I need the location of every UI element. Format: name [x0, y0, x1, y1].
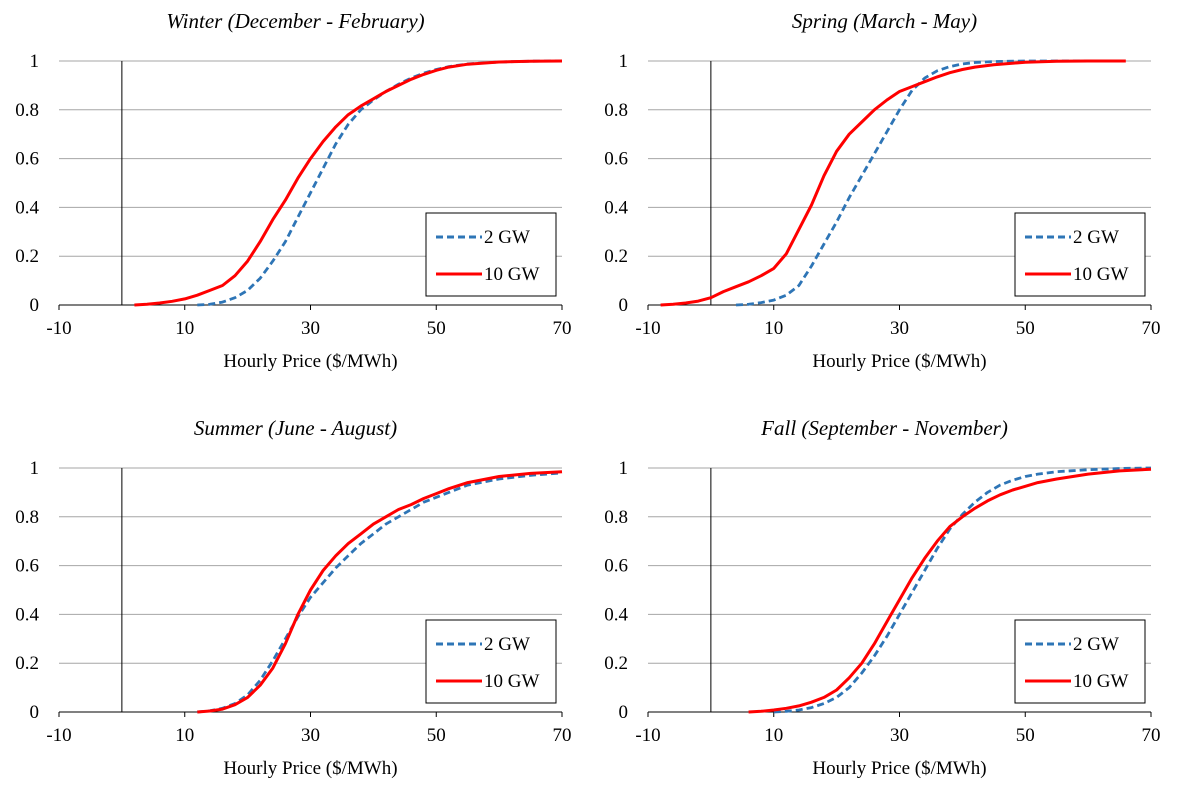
y-tick-label: 1: [619, 458, 629, 479]
legend: 2 GW 10 GW: [425, 212, 557, 297]
x-axis-label: Hourly Price ($/MWh): [223, 351, 397, 372]
panel-spring: Spring (March - May) 0 0.2 0.4 0.6 0.8 1 -10 10 3…: [589, 0, 1177, 392]
chart-title: Summer (June - August): [194, 416, 397, 440]
y-tick-label: 0.8: [604, 100, 628, 121]
y-tick-label: 0.4: [15, 604, 39, 625]
legend-label: 10 GW: [1073, 264, 1128, 285]
legend-box: [1014, 212, 1146, 297]
y-tick-label: 0.6: [604, 149, 628, 170]
chart-svg: Fall (September - November) 0 0.2 0.4 0.6 0.8…: [604, 416, 1161, 779]
legend-label: 10 GW: [1073, 671, 1128, 692]
y-tick-label: 0.6: [15, 556, 39, 577]
series-line-10gw: [197, 470, 563, 714]
x-tick-label: 70: [553, 725, 572, 746]
y-tick-label: 0: [619, 295, 629, 316]
chart-title: Winter (December - February): [166, 9, 424, 33]
x-tick-label: -10: [635, 725, 660, 746]
chart-title: Fall (September - November): [760, 416, 1008, 440]
chart-svg: Winter (December - February) 0 0.2 0.4 0.6 0.…: [15, 9, 572, 372]
x-tick-label: 30: [890, 318, 909, 339]
legend-box: [425, 619, 557, 704]
chart-svg: Summer (June - August) 0 0.2 0.4 0.6 0.8 1 -10 1…: [15, 416, 572, 779]
series-line-2gw: [735, 59, 1126, 307]
x-tick-label: 10: [175, 725, 194, 746]
x-axis-label: Hourly Price ($/MWh): [812, 351, 986, 372]
y-tick-label: 0.4: [604, 604, 628, 625]
series-line-2gw: [773, 466, 1152, 714]
x-tick-label: 50: [427, 318, 446, 339]
x-axis-label: Hourly Price ($/MWh): [223, 758, 397, 779]
x-tick-label: 10: [175, 318, 194, 339]
legend: 2 GW 10 GW: [1014, 619, 1146, 704]
chart-title: Spring (March - May): [792, 9, 977, 33]
legend-label: 2 GW: [484, 227, 530, 248]
y-tick-label: 0.4: [604, 197, 628, 218]
x-tick-label: 10: [764, 725, 783, 746]
x-tick-label: -10: [635, 318, 660, 339]
y-tick-label: 0.6: [15, 149, 39, 170]
series-line-10gw: [134, 59, 563, 307]
y-tick-label: 0: [30, 295, 40, 316]
y-tick-label: 1: [619, 51, 629, 72]
x-tick-label: 30: [890, 725, 909, 746]
legend-label: 10 GW: [484, 264, 539, 285]
x-tick-label: 10: [764, 318, 783, 339]
chart-svg: Spring (March - May) 0 0.2 0.4 0.6 0.8 1 -10 10 3…: [604, 9, 1161, 372]
y-tick-label: 0.2: [15, 653, 39, 674]
y-tick-label: 0.6: [604, 556, 628, 577]
legend-label: 2 GW: [1073, 634, 1119, 655]
y-tick-label: 1: [30, 458, 40, 479]
legend: 2 GW 10 GW: [425, 619, 557, 704]
panel-fall: Fall (September - November) 0 0.2 0.4 0.6 0.8…: [589, 407, 1177, 799]
legend-label: 2 GW: [484, 634, 530, 655]
series-line-2gw: [197, 471, 563, 714]
x-tick-label: 30: [301, 318, 320, 339]
x-tick-label: 30: [301, 725, 320, 746]
series-line-10gw: [748, 467, 1152, 714]
x-tick-label: 50: [427, 725, 446, 746]
y-tick-label: 1: [30, 51, 40, 72]
x-tick-label: -10: [46, 318, 71, 339]
y-tick-label: 0.4: [15, 197, 39, 218]
panel-winter: Winter (December - February) 0 0.2 0.4 0.6 0.…: [0, 0, 588, 392]
x-tick-label: 50: [1016, 318, 1035, 339]
y-tick-label: 0.8: [604, 507, 628, 528]
series-line-10gw: [660, 59, 1126, 307]
x-tick-label: 70: [1142, 318, 1161, 339]
legend: 2 GW 10 GW: [1014, 212, 1146, 297]
legend-label: 10 GW: [484, 671, 539, 692]
panel-summer: Summer (June - August) 0 0.2 0.4 0.6 0.8 1 -10 1…: [0, 407, 588, 799]
y-tick-label: 0.2: [604, 653, 628, 674]
y-tick-label: 0: [619, 702, 629, 723]
x-tick-label: 50: [1016, 725, 1035, 746]
y-tick-label: 0.2: [604, 246, 628, 267]
y-tick-label: 0: [30, 702, 40, 723]
y-tick-label: 0.8: [15, 507, 39, 528]
legend-box: [1014, 619, 1146, 704]
x-tick-label: -10: [46, 725, 71, 746]
legend-label: 2 GW: [1073, 227, 1119, 248]
legend-box: [425, 212, 557, 297]
x-tick-label: 70: [1142, 725, 1161, 746]
y-tick-label: 0.8: [15, 100, 39, 121]
x-tick-label: 70: [553, 318, 572, 339]
x-axis-label: Hourly Price ($/MWh): [812, 758, 986, 779]
y-tick-label: 0.2: [15, 246, 39, 267]
